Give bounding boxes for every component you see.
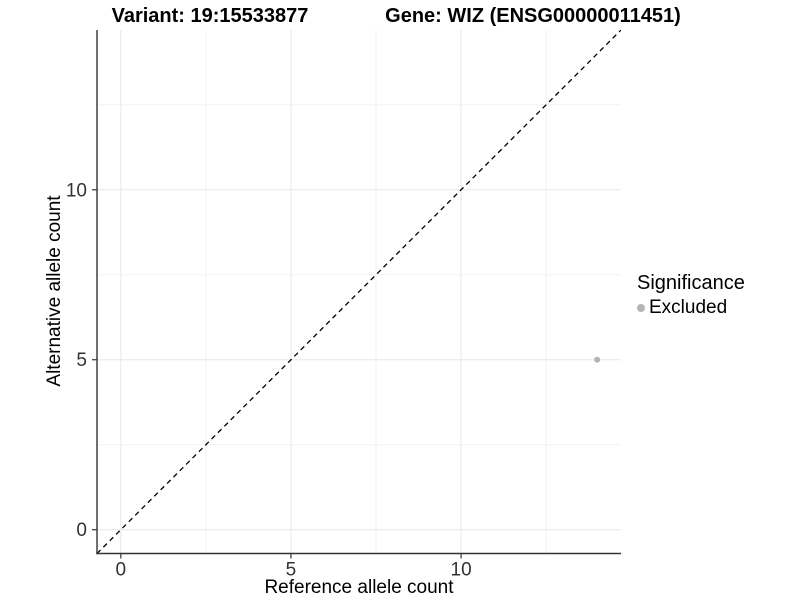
y-tick-label: 5 — [76, 350, 87, 371]
x-tick-label: 10 — [451, 560, 472, 581]
legend-title: Significance — [637, 272, 745, 294]
axis-lines — [96, 30, 621, 555]
x-axis-title: Reference allele count — [264, 577, 454, 598]
data-point — [594, 356, 601, 363]
tick-labels: 0 5 10 0 5 10 — [66, 180, 472, 580]
data-points — [594, 356, 601, 363]
minor-gridlines — [97, 30, 621, 554]
major-gridlines — [97, 30, 621, 554]
x-tick-label: 5 — [286, 560, 297, 581]
y-tick-label: 0 — [76, 520, 87, 541]
y-tick-label: 10 — [66, 180, 87, 201]
tick-marks — [92, 189, 462, 559]
legend-item-excluded: Excluded — [637, 297, 745, 319]
legend: Significance Excluded — [637, 272, 745, 319]
legend-point-icon — [637, 304, 645, 312]
legend-item-label: Excluded — [649, 297, 728, 318]
identity-reference-line — [97, 30, 621, 554]
x-tick-label: 0 — [116, 560, 127, 581]
plot-title-variant: Variant: 19:15533877 — [111, 5, 309, 27]
plot-title-gene: Gene: WIZ (ENSG00000011451) — [385, 5, 681, 27]
